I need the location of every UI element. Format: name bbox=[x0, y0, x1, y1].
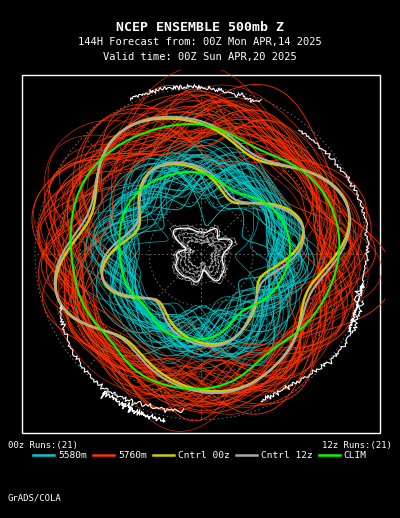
Text: 12z Runs:(21): 12z Runs:(21) bbox=[322, 441, 392, 450]
Text: 00z Runs:(21): 00z Runs:(21) bbox=[8, 441, 78, 450]
Text: Valid time: 00Z Sun APR,20 2025: Valid time: 00Z Sun APR,20 2025 bbox=[103, 52, 297, 62]
Legend: 5580m, 5760m, Cntrl 00z, Cntrl 12z, CLIM: 5580m, 5760m, Cntrl 00z, Cntrl 12z, CLIM bbox=[30, 448, 370, 464]
Text: NCEP ENSEMBLE 500mb Z: NCEP ENSEMBLE 500mb Z bbox=[116, 21, 284, 34]
Text: GrADS/COLA: GrADS/COLA bbox=[8, 493, 62, 502]
Text: 144H Forecast from: 00Z Mon APR,14 2025: 144H Forecast from: 00Z Mon APR,14 2025 bbox=[78, 37, 322, 47]
